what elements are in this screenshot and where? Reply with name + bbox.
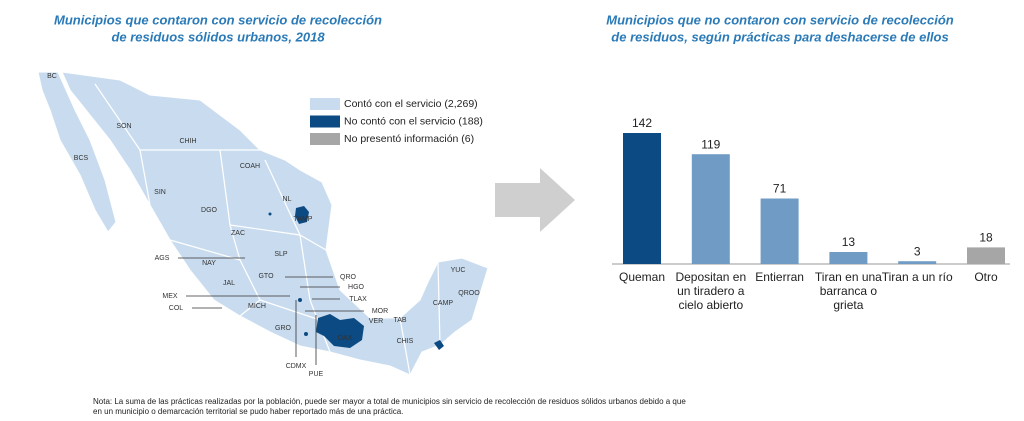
map-title: Municipios que contaron con servicio de …	[54, 12, 382, 27]
state-borders	[94, 83, 441, 376]
state-label: VER	[369, 318, 383, 325]
state-label: GRO	[275, 325, 292, 332]
value-label: 18	[979, 231, 993, 245]
note-line: Nota: La suma de las prácticas realizada…	[93, 397, 686, 406]
state-label: NAY	[202, 260, 216, 267]
category-label: Tiran a un río	[881, 270, 953, 284]
value-label: 3	[914, 244, 921, 258]
state-label: OAX	[338, 335, 353, 342]
legend-swatch	[310, 98, 340, 110]
category-label: Depositan en un tiradero a cielo abierto	[675, 270, 747, 312]
leader-lines	[178, 257, 364, 365]
state-label: DGO	[201, 207, 218, 214]
legend-swatch	[310, 115, 340, 128]
chart-title: Municipios que no contaron con servicio …	[606, 12, 954, 27]
state-label: QROO	[458, 290, 480, 297]
state-label: CHIH	[179, 138, 196, 145]
category-label: Entierran	[755, 270, 804, 284]
bar	[623, 133, 661, 264]
state-label: CDMX	[286, 363, 307, 370]
state-label: BC	[47, 73, 57, 80]
category-label: Queman	[618, 270, 666, 284]
bar	[760, 198, 799, 264]
state-label: CAMP	[433, 300, 454, 307]
state-label: MEX	[162, 293, 178, 300]
value-label: 71	[773, 182, 787, 196]
state-label: PUE	[309, 371, 324, 378]
map	[37, 71, 489, 376]
legend-label: No contó con el servicio (188)	[344, 115, 483, 127]
state-label: SLP	[274, 251, 288, 258]
state-label: ZAC	[231, 230, 245, 237]
note-line: en un municipio o demarcación territoria…	[93, 407, 404, 416]
state-label: SON	[116, 123, 131, 130]
state-label: SIN	[154, 189, 166, 196]
state-label: AGS	[155, 255, 170, 262]
category-label: Tiran en una barranca o grieta	[814, 270, 882, 312]
state-label: JAL	[223, 280, 235, 287]
map-shape	[61, 71, 489, 376]
state-label: MICH	[248, 303, 266, 310]
note: Nota: La suma de las prácticas realizada…	[93, 397, 686, 417]
state-label: TAMP	[294, 216, 313, 223]
state-label: YUC	[451, 267, 466, 274]
bar	[829, 252, 868, 264]
category-label: Otro	[974, 270, 998, 284]
bar	[898, 261, 937, 264]
state-label: COL	[169, 305, 184, 312]
value-label: 119	[701, 137, 720, 151]
state-label: CHIS	[397, 338, 414, 345]
state-label: NL	[283, 196, 292, 203]
state-label: BCS	[74, 155, 89, 162]
value-label: 142	[632, 116, 652, 130]
legend-swatch	[310, 133, 340, 145]
map-shape	[37, 71, 117, 233]
bar	[691, 154, 730, 264]
legend-label: Contó con el servicio (2,269)	[344, 98, 478, 110]
state-label: TAB	[393, 317, 406, 324]
no-service-areas	[268, 206, 444, 350]
state-label: TLAX	[349, 296, 367, 303]
state-label: COAH	[240, 163, 260, 170]
state-label: HGO	[348, 284, 365, 291]
state-label: QRO	[340, 274, 357, 281]
value-label: 13	[842, 235, 856, 249]
arrow	[495, 168, 575, 232]
bar	[967, 247, 1005, 264]
legend-label: No presentó información (6)	[344, 133, 474, 145]
map-title: de residuos sólidos urbanos, 2018	[111, 29, 325, 44]
state-label: GTO	[258, 273, 274, 280]
chart-title: de residuos, según prácticas para deshac…	[611, 29, 948, 44]
state-label: MOR	[372, 308, 388, 315]
